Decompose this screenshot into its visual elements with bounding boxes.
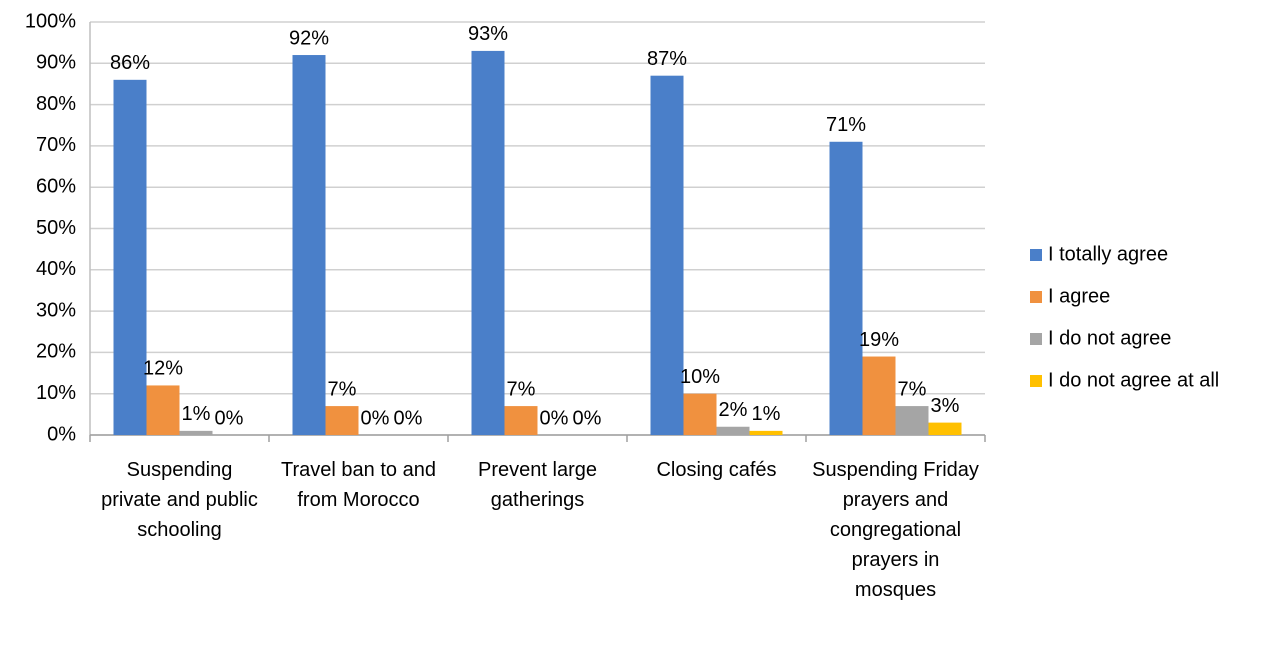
y-tick-label: 50% — [36, 217, 76, 239]
bar — [895, 406, 929, 435]
y-tick-label: 100% — [25, 10, 76, 32]
x-tick-label: Suspending private and public schooling — [101, 459, 258, 541]
data-label: 87% — [647, 48, 687, 70]
bar — [113, 79, 147, 435]
data-label: 92% — [289, 27, 329, 49]
y-tick-label: 30% — [36, 299, 76, 321]
data-label: 7% — [898, 378, 927, 400]
data-label: 1% — [752, 403, 781, 425]
bar — [829, 141, 863, 435]
data-label: 3% — [931, 395, 960, 417]
legend-swatch — [1030, 333, 1042, 345]
legend-label: I totally agree — [1048, 243, 1168, 265]
data-label: 0% — [573, 407, 602, 429]
data-label: 86% — [110, 52, 150, 74]
y-tick-label: 90% — [36, 52, 76, 74]
x-tick-label: Closing cafés — [656, 459, 777, 481]
legend-swatch — [1030, 375, 1042, 387]
data-label: 12% — [143, 358, 183, 380]
y-tick-label: 10% — [36, 382, 76, 404]
data-label: 71% — [826, 114, 866, 136]
data-label: 93% — [468, 23, 508, 45]
bar — [179, 430, 213, 435]
bar — [862, 356, 896, 435]
y-tick-label: 40% — [36, 258, 76, 280]
y-tick-label: 0% — [47, 423, 76, 445]
x-tick-label: Travel ban to and from Morocco — [281, 459, 436, 511]
legend-swatch — [1030, 291, 1042, 303]
x-tick-label: Prevent large gatherings — [478, 459, 597, 511]
x-tick-label: Suspending Friday prayers and congregati… — [812, 459, 979, 601]
data-label: 10% — [680, 366, 720, 388]
bar — [146, 385, 180, 435]
legend-label: I do not agree at all — [1048, 369, 1219, 391]
bar — [504, 406, 538, 435]
legend-label: I do not agree — [1048, 327, 1171, 349]
data-label: 19% — [859, 329, 899, 351]
data-label: 0% — [540, 407, 569, 429]
bar — [471, 50, 505, 435]
legend-swatch — [1030, 249, 1042, 261]
bar — [650, 75, 684, 435]
legend-label: I agree — [1048, 285, 1110, 307]
bar — [749, 430, 783, 435]
data-label: 0% — [361, 407, 390, 429]
y-tick-label: 60% — [36, 175, 76, 197]
data-label: 0% — [394, 407, 423, 429]
data-label: 7% — [328, 378, 357, 400]
data-label: 7% — [507, 378, 536, 400]
bar — [683, 393, 717, 435]
y-tick-label: 20% — [36, 341, 76, 363]
data-label: 2% — [719, 399, 748, 421]
y-tick-label: 80% — [36, 93, 76, 115]
data-label: 0% — [215, 407, 244, 429]
y-tick-label: 70% — [36, 134, 76, 156]
data-label: 1% — [182, 403, 211, 425]
bar — [325, 406, 359, 435]
bar — [928, 422, 962, 435]
bar — [292, 55, 326, 435]
bar — [716, 426, 750, 435]
